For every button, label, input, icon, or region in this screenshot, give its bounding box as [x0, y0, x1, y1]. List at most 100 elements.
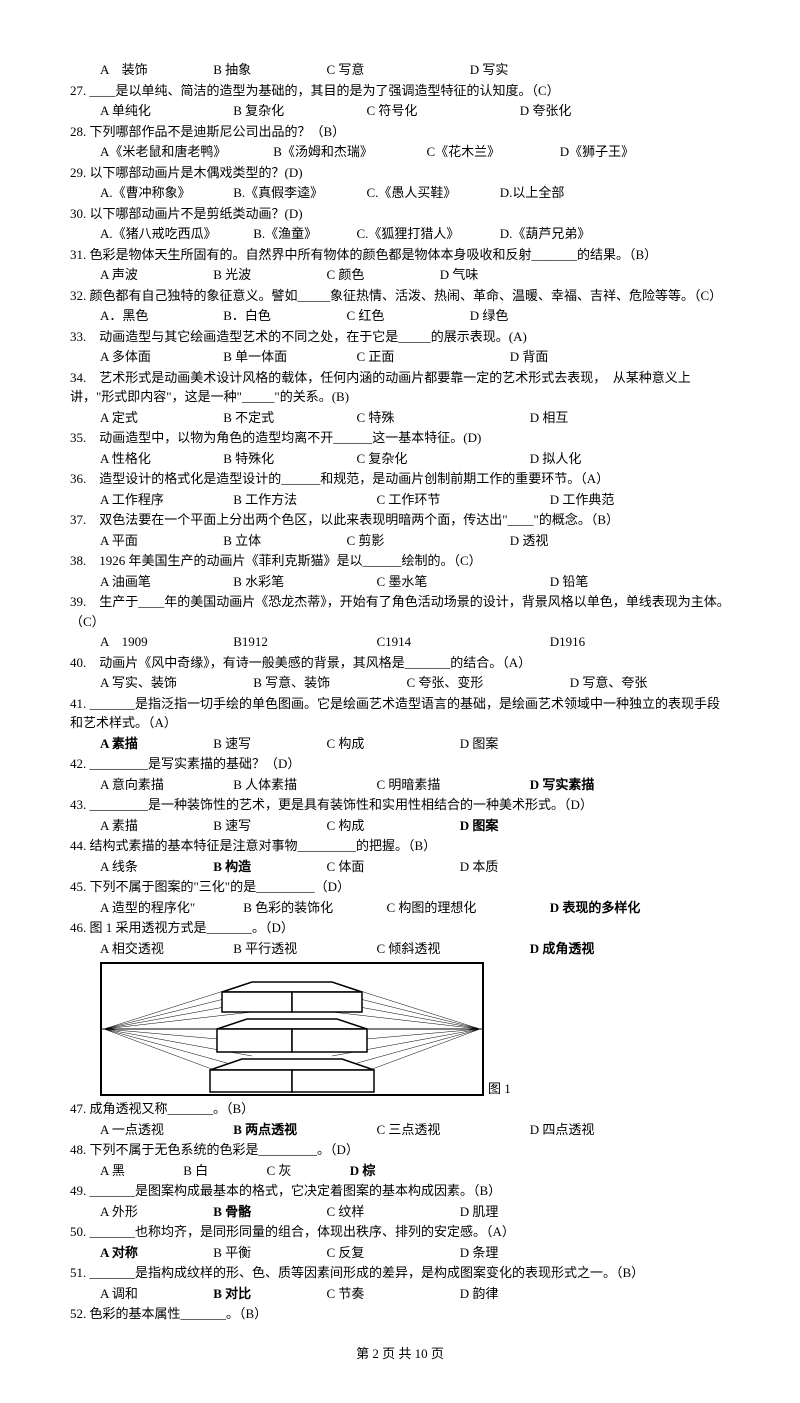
q26-options: A 装饰 B 抽象 C 写意 D 写实 — [100, 60, 730, 80]
opt-b: B．白色 — [223, 306, 343, 326]
q42: 42. _________是写实素描的基础？（D） — [70, 754, 730, 774]
q52: 52. 色彩的基本属性_______。（B） — [70, 1304, 730, 1324]
q27: 27. ____是以单纯、简洁的造型为基础的，其目的是为了强调造型特征的认知度。… — [70, 81, 730, 101]
opt-b: B.《渔童》 — [253, 224, 353, 244]
opt-b: B 色彩的装饰化 — [243, 898, 383, 918]
q34-options: A 定式 B 不定式 C 特殊 D 相互 — [100, 408, 730, 428]
q44: 44. 结构式素描的基本特征是注意对事物_________的把握。（B） — [70, 836, 730, 856]
opt-a: A 油画笔 — [100, 572, 230, 592]
q51-options: A 调和 B 对比 C 节奏 D 韵律 — [100, 1284, 730, 1304]
opt-d: D 棕 — [350, 1161, 376, 1181]
opt-c: C 构成 — [327, 816, 457, 836]
opt-d: D 铅笔 — [550, 572, 589, 592]
q35-options: A 性格化 B 特殊化 C 复杂化 D 拟人化 — [100, 449, 730, 469]
opt-b: B《汤姆和杰瑞》 — [273, 142, 423, 162]
opt-a: A.《曹冲称象》 — [100, 183, 230, 203]
opt-a: A 1909 — [100, 632, 230, 652]
opt-a: A 写实、装饰 — [100, 673, 250, 693]
q33-options: A 多体面 B 单一体面 C 正面 D 背面 — [100, 347, 730, 367]
opt-d: D 拟人化 — [530, 449, 582, 469]
opt-d: D1916 — [550, 632, 585, 652]
opt-d: D 图案 — [460, 734, 499, 754]
q29-options: A.《曹冲称象》 B.《真假李逵》 C.《愚人买鞋》 D.以上全部 — [100, 183, 730, 203]
opt-c: C 符号化 — [367, 101, 517, 121]
q43-options: A 素描 B 速写 C 构成 D 图案 — [100, 816, 730, 836]
q37: 37. 双色法要在一个平面上分出两个色区，以此来表现明暗两个面，传达出"____… — [70, 510, 730, 530]
opt-d: D 肌理 — [460, 1202, 499, 1222]
opt-a: A 声波 — [100, 265, 210, 285]
q30-options: A.《猪八戒吃西瓜》 B.《渔童》 C.《狐狸打猎人》 D.《葫芦兄弟》 — [100, 224, 730, 244]
opt-b: B 速写 — [213, 816, 323, 836]
opt-a: A 意向素描 — [100, 775, 230, 795]
opt-c: C 构成 — [327, 734, 457, 754]
opt-c: C 构图的理想化 — [387, 898, 547, 918]
q49: 49. _______是图案构成最基本的格式，它决定着图案的基本构成因素。（B） — [70, 1181, 730, 1201]
opt-a: A.《猪八戒吃西瓜》 — [100, 224, 250, 244]
opt-d: D 相互 — [530, 408, 569, 428]
opt-a: A《米老鼠和唐老鸭》 — [100, 142, 270, 162]
opt-b: B 平行透视 — [233, 939, 373, 959]
opt-b: B 光波 — [213, 265, 323, 285]
opt-a: A 单纯化 — [100, 101, 230, 121]
opt-a: A 线条 — [100, 857, 210, 877]
opt-c: C 纹样 — [327, 1202, 457, 1222]
opt-a: A 外形 — [100, 1202, 210, 1222]
opt-c: C1914 — [377, 632, 547, 652]
opt-c: C.《愚人买鞋》 — [367, 183, 497, 203]
q37-options: A 平面 B 立体 C 剪影 D 透视 — [100, 531, 730, 551]
q30: 30. 以下哪部动画片不是剪纸类动画？(D) — [70, 204, 730, 224]
opt-a: A．黑色 — [100, 306, 220, 326]
q47: 47. 成角透视又称_______。（B） — [70, 1099, 730, 1119]
opt-a: A 平面 — [100, 531, 220, 551]
opt-c: C《花木兰》 — [427, 142, 557, 162]
q41: 41. _______是指泛指一切手绘的单色图画。它是绘画艺术造型语言的基础，是… — [70, 694, 730, 733]
opt-b: B 抽象 — [213, 60, 323, 80]
figure-1: 图 1 — [70, 958, 730, 1098]
q42-options: A 意向素描 B 人体素描 C 明暗素描 D 写实素描 — [100, 775, 730, 795]
opt-c: C 夸张、变形 — [407, 673, 567, 693]
opt-c: C.《狐狸打猎人》 — [357, 224, 497, 244]
opt-b: B 复杂化 — [233, 101, 363, 121]
opt-d: D 条理 — [460, 1243, 499, 1263]
q39-options: A 1909 B1912 C1914 D1916 — [100, 632, 730, 652]
opt-c: C 写意 — [327, 60, 467, 80]
opt-c: C 墨水笔 — [377, 572, 547, 592]
opt-b: B 白 — [183, 1161, 263, 1181]
q36: 36. 造型设计的格式化是造型设计的______和规范，是动画片创制前期工作的重… — [70, 469, 730, 489]
q50: 50. _______也称均齐，是同形同量的组合，体现出秩序、排列的安定感。（A… — [70, 1222, 730, 1242]
opt-d: D.《葫芦兄弟》 — [500, 224, 591, 244]
q27-options: A 单纯化 B 复杂化 C 符号化 D 夸张化 — [100, 101, 730, 121]
q39: 39. 生产于____年的美国动画片《恐龙杰蒂》，开始有了角色活动场景的设计，背… — [70, 592, 730, 631]
opt-a: A 黑 — [100, 1161, 180, 1181]
q48-options: A 黑 B 白 C 灰 D 棕 — [100, 1161, 730, 1181]
opt-c: C 节奏 — [327, 1284, 457, 1304]
opt-c: C 颜色 — [327, 265, 437, 285]
opt-d: D 气味 — [440, 265, 479, 285]
opt-d: D 写实 — [470, 60, 509, 80]
q48: 48. 下列不属于无色系统的色彩是_________。（D） — [70, 1140, 730, 1160]
opt-b: B 水彩笔 — [233, 572, 373, 592]
opt-a: A 调和 — [100, 1284, 210, 1304]
opt-b: B 两点透视 — [233, 1120, 373, 1140]
q40-options: A 写实、装饰 B 写意、装饰 C 夸张、变形 D 写意、夸张 — [100, 673, 730, 693]
opt-a: A 多体面 — [100, 347, 220, 367]
q36-options: A 工作程序 B 工作方法 C 工作环节 D 工作典范 — [100, 490, 730, 510]
q40: 40. 动画片《风中奇缘》，有诗一般美感的背景，其风格是_______的结合。（… — [70, 653, 730, 673]
opt-c: C 复杂化 — [357, 449, 527, 469]
opt-b: B 人体素描 — [233, 775, 373, 795]
opt-a: A 工作程序 — [100, 490, 230, 510]
opt-a: A 定式 — [100, 408, 220, 428]
q29: 29. 以下哪部动画片是木偶戏类型的？(D) — [70, 163, 730, 183]
opt-d: D 绿色 — [470, 306, 509, 326]
opt-d: D《狮子王》 — [560, 142, 634, 162]
opt-d: D 写实素描 — [530, 775, 595, 795]
opt-b: B 平衡 — [213, 1243, 323, 1263]
opt-a: A 对称 — [100, 1243, 210, 1263]
opt-c: C 剪影 — [347, 531, 507, 551]
opt-a: A 性格化 — [100, 449, 220, 469]
q38: 38. 1926 年美国生产的动画片《菲利克斯猫》是以______绘制的。（C） — [70, 551, 730, 571]
opt-c: C 灰 — [267, 1161, 347, 1181]
q47-options: A 一点透视 B 两点透视 C 三点透视 D 四点透视 — [100, 1120, 730, 1140]
opt-c: C 三点透视 — [377, 1120, 527, 1140]
opt-d: D 表现的多样化 — [550, 898, 641, 918]
